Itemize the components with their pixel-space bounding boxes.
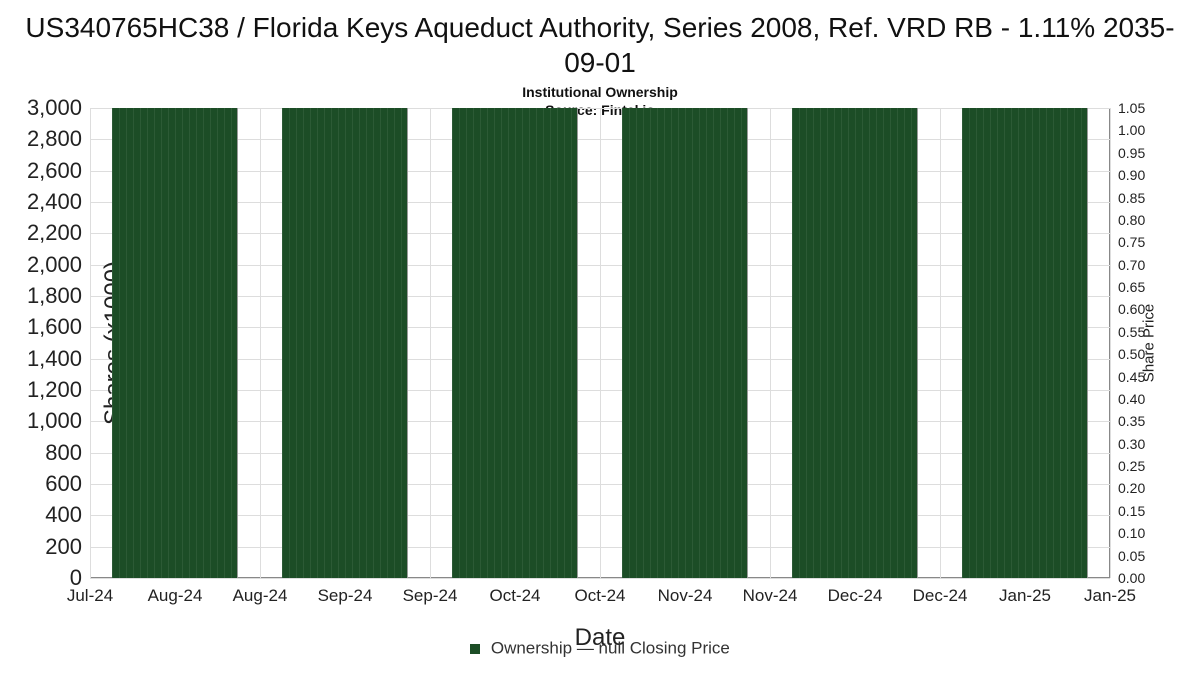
y-axis-right-tick-label: 1.00 bbox=[1118, 122, 1145, 138]
y-axis-left-tick-label: 1,400 bbox=[27, 346, 82, 372]
y-axis-right-tick-label: 0.65 bbox=[1118, 279, 1145, 295]
x-axis-tick-label: Oct-24 bbox=[574, 586, 625, 606]
y-axis-left-tick-label: 2,200 bbox=[27, 220, 82, 246]
vertical-gridline bbox=[940, 108, 941, 578]
horizontal-gridline bbox=[90, 578, 1110, 579]
y-axis-right-tick-label: 0.85 bbox=[1118, 190, 1145, 206]
x-axis-tick-label: Sep-24 bbox=[403, 586, 458, 606]
vertical-gridline bbox=[430, 108, 431, 578]
y-axis-right-tick-label: 0.35 bbox=[1118, 413, 1145, 429]
ownership-bar[interactable] bbox=[282, 108, 408, 578]
y-axis-left-tick-label: 3,000 bbox=[27, 95, 82, 121]
y-axis-right-tick-label: 0.25 bbox=[1118, 458, 1145, 474]
y-axis-left-tick-label: 1,600 bbox=[27, 314, 82, 340]
vertical-gridline bbox=[600, 108, 601, 578]
vertical-gridline bbox=[1110, 108, 1111, 578]
chart-subtitle: Institutional Ownership bbox=[0, 84, 1200, 100]
vertical-gridline bbox=[90, 108, 91, 578]
x-axis-tick-label: Aug-24 bbox=[148, 586, 203, 606]
y-axis-right-tick-label: 0.15 bbox=[1118, 503, 1145, 519]
ownership-bar[interactable] bbox=[622, 108, 748, 578]
x-axis-tick-label: Dec-24 bbox=[828, 586, 883, 606]
y-axis-right-tick-label: 0.40 bbox=[1118, 391, 1145, 407]
y-axis-left-tick-label: 800 bbox=[45, 440, 82, 466]
x-axis-tick-label: Nov-24 bbox=[658, 586, 713, 606]
y-axis-right-tick-label: 0.70 bbox=[1118, 257, 1145, 273]
y-axis-right-tick-label: 0.05 bbox=[1118, 548, 1145, 564]
vertical-gridline bbox=[260, 108, 261, 578]
x-axis-tick-label: Jan-25 bbox=[999, 586, 1051, 606]
y-axis-right-tick-label: 0.20 bbox=[1118, 480, 1145, 496]
legend-swatch-ownership bbox=[470, 644, 480, 654]
ownership-bar[interactable] bbox=[452, 108, 578, 578]
y-axis-left-tick-label: 600 bbox=[45, 471, 82, 497]
y-axis-left-tick-label: 1,000 bbox=[27, 408, 82, 434]
y-axis-right-tick-label: 0.75 bbox=[1118, 234, 1145, 250]
y-axis-right-tick-label: 0.10 bbox=[1118, 525, 1145, 541]
y-axis-right-tick-label: 1.05 bbox=[1118, 100, 1145, 116]
y-axis-left-tick-label: 2,800 bbox=[27, 126, 82, 152]
ownership-bar[interactable] bbox=[962, 108, 1088, 578]
x-axis-tick-label: Oct-24 bbox=[489, 586, 540, 606]
ownership-bar[interactable] bbox=[792, 108, 918, 578]
y-axis-left-tick-label: 2,600 bbox=[27, 158, 82, 184]
y-axis-right-tick-label: 0.95 bbox=[1118, 145, 1145, 161]
x-axis-tick-label: Aug-24 bbox=[233, 586, 288, 606]
x-axis-tick-label: Jul-24 bbox=[67, 586, 113, 606]
chart-legend[interactable]: Ownership — null Closing Price bbox=[0, 638, 1200, 659]
y-axis-right-tick-label: 0.80 bbox=[1118, 212, 1145, 228]
y-axis-left-tick-label: 1,200 bbox=[27, 377, 82, 403]
vertical-gridline bbox=[770, 108, 771, 578]
y-axis-left-tick-label: 200 bbox=[45, 534, 82, 560]
y-axis-left-tick-label: 2,000 bbox=[27, 252, 82, 278]
plot-area: 0 200 400 600 800 1,000 1,200 1,400 1,600 1,800 2,… bbox=[90, 108, 1110, 578]
chart-title: US340765HC38 / Florida Keys Aqueduct Aut… bbox=[10, 0, 1190, 80]
y-axis-right-tick-label: 0.00 bbox=[1118, 570, 1145, 586]
x-axis-tick-label: Nov-24 bbox=[743, 586, 798, 606]
ownership-bar[interactable] bbox=[112, 108, 238, 578]
legend-label: Ownership — null Closing Price bbox=[491, 639, 730, 658]
y-axis-left-tick-label: 1,800 bbox=[27, 283, 82, 309]
x-axis-tick-label: Dec-24 bbox=[913, 586, 968, 606]
x-axis-tick-label: Sep-24 bbox=[318, 586, 373, 606]
y-axis-right-tick-label: 0.90 bbox=[1118, 167, 1145, 183]
chart-container: US340765HC38 / Florida Keys Aqueduct Aut… bbox=[0, 0, 1200, 675]
y-axis-title-right: Share Price bbox=[1140, 304, 1157, 382]
x-axis-tick-label: Jan-25 bbox=[1084, 586, 1136, 606]
y-axis-left-tick-label: 400 bbox=[45, 502, 82, 528]
y-axis-left-tick-label: 2,400 bbox=[27, 189, 82, 215]
y-axis-right-tick-label: 0.30 bbox=[1118, 436, 1145, 452]
